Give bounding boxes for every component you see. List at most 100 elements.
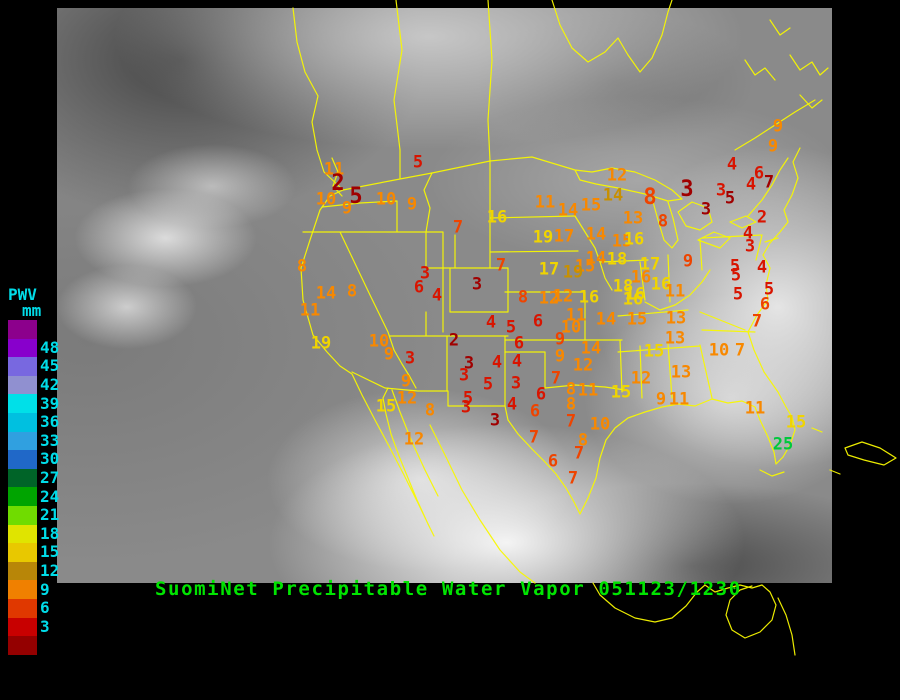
pwv-station-value: 5	[729, 256, 741, 277]
pwv-station-value: 5	[732, 284, 744, 305]
pwv-station-value: 11	[534, 192, 556, 213]
legend-value: 6	[40, 598, 50, 618]
pwv-station-value: 7	[573, 443, 585, 464]
legend-swatch	[8, 394, 37, 413]
pwv-station-value: 5	[462, 388, 474, 409]
pwv-station-value: 7	[452, 217, 464, 238]
pwv-station-value: 13	[670, 362, 692, 383]
pwv-station-value: 15	[580, 195, 602, 216]
pwv-station-value: 12	[538, 288, 560, 309]
legend-value: 39	[40, 393, 60, 413]
pwv-station-value: 12	[396, 388, 418, 409]
pwv-station-value: 5	[505, 317, 517, 338]
pwv-station-value: 12	[630, 368, 652, 389]
pwv-station-value: 4	[485, 312, 497, 333]
pwv-station-value: 16	[650, 274, 672, 295]
pwv-station-value: 19	[562, 262, 584, 283]
pwv-station-value: 9	[406, 194, 418, 215]
pwv-station-value: 9	[767, 136, 779, 157]
pwv-station-value: 11	[323, 159, 345, 180]
legend-entry: 18	[8, 524, 59, 544]
pwv-station-value: 3	[404, 348, 416, 369]
legend-entry: 27	[8, 468, 60, 488]
pwv-station-value: 14	[557, 200, 579, 221]
legend-swatch	[8, 375, 37, 395]
legend-swatch	[8, 487, 37, 506]
pwv-station-value: 7	[528, 427, 540, 448]
legend-value: 45	[40, 356, 60, 376]
legend-units: mm	[22, 301, 42, 320]
legend-value: 3	[40, 616, 50, 636]
pwv-station-value: 11	[664, 281, 686, 302]
pwv-station-value: 6	[413, 277, 425, 298]
pwv-station-value: 19	[532, 227, 554, 248]
pwv-station-value: 17	[553, 226, 575, 247]
pwv-station-value: 6	[532, 311, 544, 332]
pwv-station-value: 7	[565, 411, 577, 432]
pwv-station-value: 16	[578, 287, 600, 308]
pwv-station-value: 5	[412, 152, 424, 173]
pwv-station-value: 3	[510, 373, 522, 394]
pwv-station-value: 7	[763, 172, 775, 193]
pwv-station-value: 10	[560, 317, 582, 338]
pwv-station-value: 9	[341, 198, 353, 219]
legend-entry: 15	[8, 543, 59, 562]
legend-entry: 9	[8, 580, 59, 599]
pwv-station-value: 16	[624, 284, 646, 305]
pwv-station-value: 14	[315, 283, 337, 304]
pwv-station-value: 12	[403, 429, 425, 450]
pwv-station-value: 16	[486, 207, 508, 228]
pwv-station-value: 6	[759, 294, 771, 315]
pwv-station-value: 16	[622, 289, 644, 310]
pwv-station-value: 6	[513, 333, 525, 354]
pwv-station-value: 18	[612, 276, 634, 297]
legend-value: 9	[40, 579, 50, 599]
pwv-station-value: 13	[622, 208, 644, 229]
pwv-station-value: 11	[668, 389, 690, 410]
pwv-station-value: 13	[665, 308, 687, 329]
legend-value: 21	[40, 505, 60, 525]
pwv-station-value: 6	[529, 401, 541, 422]
pwv-station-value: 9	[772, 116, 784, 137]
pwv-station-value: 3	[680, 176, 694, 202]
legend-value: 27	[40, 468, 60, 488]
pwv-station-value: 14	[602, 185, 624, 206]
pwv-station-value: 8	[577, 430, 589, 451]
pwv-station-value: 9	[655, 389, 667, 410]
pwv-station-value: 7	[495, 255, 507, 276]
pwv-station-value: 12	[552, 286, 574, 307]
legend-entry: 42	[8, 375, 59, 395]
pwv-station-value: 4	[726, 154, 738, 175]
pwv-station-value: 3	[715, 180, 727, 201]
pwv-station-value: 11	[577, 380, 599, 401]
pwv-station-value: 10	[315, 189, 337, 210]
pwv-station-value: 2	[756, 207, 768, 228]
pwv-station-value: 3	[744, 236, 756, 257]
pwv-station-value: 15	[785, 412, 807, 433]
legend-value: 48	[40, 337, 60, 357]
pwv-station-value: 7	[567, 468, 579, 489]
pwv-station-value: 25	[772, 434, 794, 455]
pwv-station-value: 11	[565, 305, 587, 326]
legend-entry: 6	[8, 598, 59, 618]
legend-swatch	[8, 338, 37, 358]
pwv-station-value: 4	[491, 352, 503, 373]
pwv-station-value: 3	[460, 397, 472, 418]
pwv-station-value: 8	[517, 287, 529, 308]
pwv-station-value: 3	[458, 365, 470, 386]
legend-value: 12	[40, 561, 60, 581]
pwv-station-value: 3	[700, 199, 712, 220]
pwv-station-value: 16	[623, 229, 645, 250]
legend-entry: 12	[8, 561, 60, 581]
pwv-station-value: 15	[643, 341, 665, 362]
pwv-station-value: 14	[580, 338, 602, 359]
pwv-station-value: 18	[606, 249, 628, 270]
pwv-station-value: 15	[574, 256, 596, 277]
pwv-station-value: 17	[639, 254, 661, 275]
legend-entry: 39	[8, 394, 59, 413]
pwv-station-value: 12	[606, 165, 628, 186]
legend-swatch	[8, 617, 37, 637]
pwv-station-value: 9	[682, 251, 694, 272]
pwv-station-value: 8	[565, 379, 577, 400]
